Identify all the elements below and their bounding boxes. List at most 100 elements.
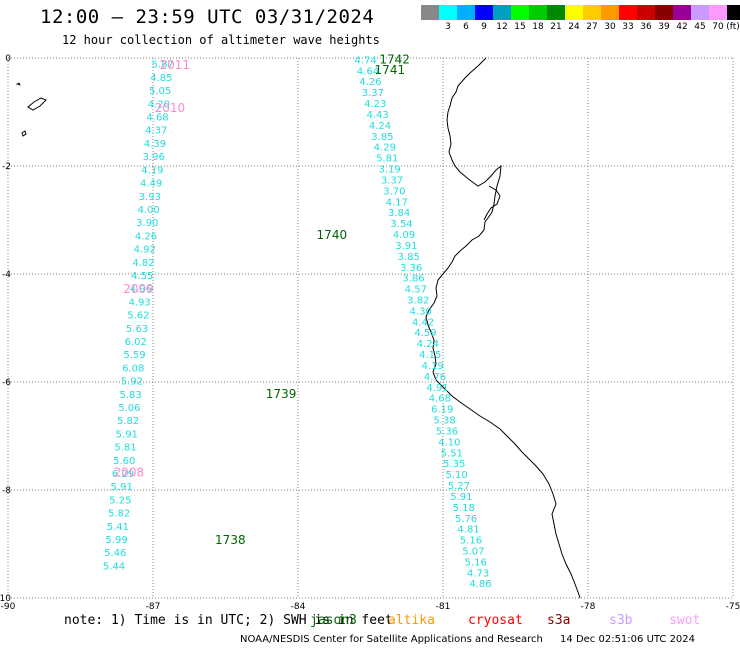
legend-label: 24 bbox=[568, 22, 580, 32]
legend-swatch bbox=[439, 5, 457, 20]
swh-value: 5.46 bbox=[104, 548, 126, 559]
swh-value: 4.86 bbox=[469, 579, 491, 590]
pass-label: 1739 bbox=[266, 387, 297, 401]
pass-label: 2011 bbox=[159, 58, 190, 72]
pass-label: 1742 bbox=[379, 52, 410, 66]
swh-value: 4.91 bbox=[426, 383, 448, 394]
swh-value: 4.19 bbox=[422, 361, 444, 372]
legend-label: 39 bbox=[658, 22, 670, 32]
legend-swatch bbox=[457, 5, 475, 20]
grid-lines bbox=[7, 57, 734, 599]
swh-value: 5.35 bbox=[443, 459, 465, 470]
pass-label: 2009 bbox=[123, 282, 154, 296]
swh-value: 3.85 bbox=[398, 252, 420, 263]
mission-altika: altika bbox=[388, 613, 435, 628]
legend-label: 18 bbox=[532, 22, 544, 32]
x-tick-label: -87 bbox=[146, 602, 161, 612]
legend-label: 45 bbox=[694, 22, 706, 32]
swh-value: 5.41 bbox=[107, 522, 129, 533]
legend-swatch bbox=[637, 5, 655, 20]
swh-value: 6.08 bbox=[122, 363, 144, 374]
y-tick-label: 0 bbox=[5, 54, 11, 64]
map-subtitle: 12 hour collection of altimeter wave hei… bbox=[62, 33, 380, 47]
legend-swatch bbox=[619, 5, 637, 20]
swh-value: 4.92 bbox=[134, 245, 156, 256]
swh-value: 4.10 bbox=[438, 437, 460, 448]
swh-value: 5.92 bbox=[121, 377, 143, 388]
legend-swatch bbox=[673, 5, 691, 20]
swh-value: 5.99 bbox=[105, 535, 127, 546]
swh-value: 5.62 bbox=[127, 311, 149, 322]
swh-value: 6.19 bbox=[431, 405, 453, 416]
swh-value: 4.64 bbox=[357, 66, 379, 77]
pass-label: 1738 bbox=[215, 533, 246, 547]
legend-swatch bbox=[709, 5, 727, 20]
swh-value: 4.26 bbox=[359, 77, 381, 88]
legend-swatch bbox=[547, 5, 565, 20]
pass-label: 2008 bbox=[114, 466, 145, 480]
galapagos-island bbox=[27, 97, 47, 111]
swh-value: 4.49 bbox=[140, 179, 162, 190]
legend-swatch bbox=[565, 5, 583, 20]
swh-value: 5.82 bbox=[117, 416, 139, 427]
swh-value: 5.05 bbox=[149, 86, 171, 97]
swh-value: 4.43 bbox=[366, 110, 388, 121]
legend-swatch bbox=[421, 5, 439, 20]
swh-value: 4.26 bbox=[135, 231, 157, 242]
swh-value: 3.54 bbox=[390, 219, 412, 230]
swh-value: 5.81 bbox=[376, 154, 398, 165]
x-tick-label: -75 bbox=[726, 602, 740, 612]
swh-value: 6.02 bbox=[125, 337, 147, 348]
swh-value: 4.00 bbox=[137, 205, 159, 216]
footer-date: 14 Dec 02:51:06 UTC 2024 bbox=[560, 634, 696, 645]
swh-value: 3.82 bbox=[407, 295, 429, 306]
swh-value: 4.24 bbox=[369, 121, 391, 132]
legend-swatch bbox=[475, 5, 493, 20]
x-tick-label: -84 bbox=[291, 602, 306, 612]
swh-value: 5.18 bbox=[453, 503, 475, 514]
gulf-coastline bbox=[483, 185, 501, 221]
legend-swatch bbox=[511, 5, 529, 20]
color-scale-legend: 3 6 9 12 15 18 21 24 27 30 33 36 39 42 45 70 (ft) bbox=[421, 5, 740, 34]
swh-value: 5.27 bbox=[448, 481, 470, 492]
legend-swatch bbox=[529, 5, 547, 20]
swh-value: 4.55 bbox=[131, 271, 153, 282]
legend-swatch bbox=[583, 5, 601, 20]
swh-value: 4.29 bbox=[374, 143, 396, 154]
swh-value: 5.91 bbox=[111, 482, 133, 493]
legend-label: 70 bbox=[712, 22, 724, 32]
galapagos-island bbox=[15, 82, 21, 86]
legend-unit: (ft) bbox=[726, 22, 740, 32]
swh-value: 3.37 bbox=[362, 88, 384, 99]
swh-value: 4.23 bbox=[364, 99, 386, 110]
y-tick-label: -10 bbox=[0, 594, 11, 604]
legend-swatch bbox=[493, 5, 511, 20]
swh-value: 4.24 bbox=[417, 339, 439, 350]
legend-label: 6 bbox=[463, 22, 469, 32]
mission-s3a: s3a bbox=[547, 613, 571, 628]
legend-label: 33 bbox=[622, 22, 634, 32]
swh-value: 5.83 bbox=[120, 390, 142, 401]
x-tick-label: -78 bbox=[581, 602, 596, 612]
swh-value: 5.82 bbox=[108, 509, 130, 520]
y-tick-label: -6 bbox=[2, 378, 11, 388]
swh-value: 5.59 bbox=[123, 350, 145, 361]
swh-value: 5.91 bbox=[450, 492, 472, 503]
pass-label: 1741 bbox=[375, 63, 406, 77]
swh-value: 5.91 bbox=[116, 429, 138, 440]
track-1742-1738: 4.744.644.263.374.234.434.243.854.295.81… bbox=[355, 55, 492, 590]
footer-credit: NOAA/NESDIS Center for Satellite Applica… bbox=[240, 634, 543, 645]
footer: NOAA/NESDIS Center for Satellite Applica… bbox=[240, 634, 695, 645]
swh-value: 3.70 bbox=[383, 186, 405, 197]
swh-value: 3.96 bbox=[143, 152, 165, 163]
swh-value: 5.87 bbox=[152, 60, 174, 71]
swh-value: 4.76 bbox=[424, 372, 446, 383]
swh-value: 4.93 bbox=[128, 297, 150, 308]
legend-label: 27 bbox=[586, 22, 598, 32]
swh-value: 5.38 bbox=[433, 416, 455, 427]
swh-value: 3.90 bbox=[136, 218, 158, 229]
swh-value: 6.29 bbox=[112, 469, 134, 480]
coastline bbox=[15, 57, 581, 599]
